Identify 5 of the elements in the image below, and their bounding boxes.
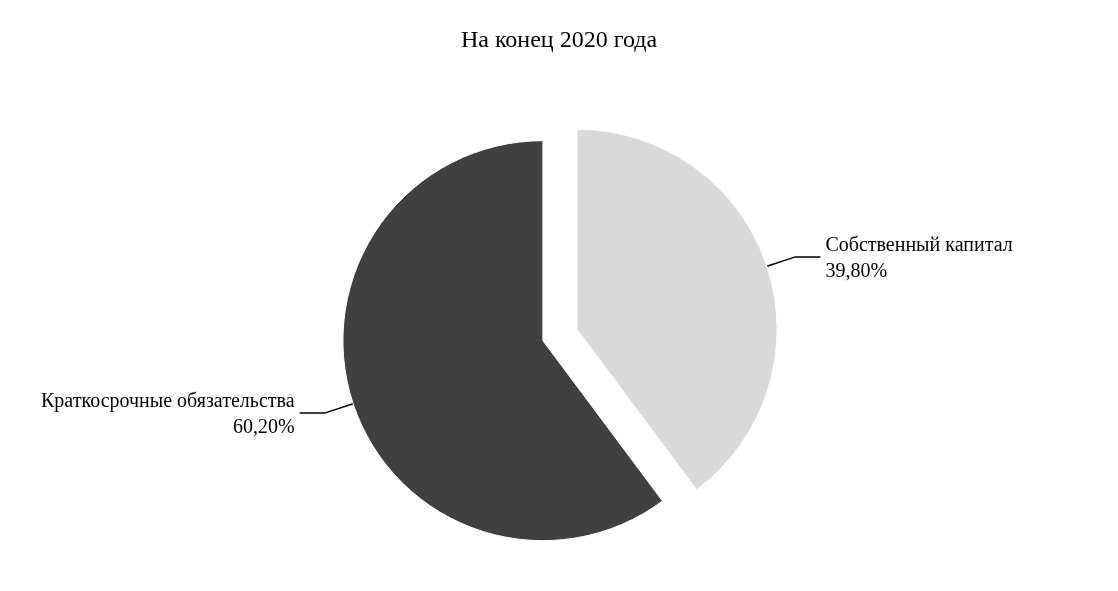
slice-label: Собственный капитал: [825, 232, 1013, 255]
data-label: 39,80%: [825, 258, 888, 281]
chart-title: На конец 2020 года: [460, 26, 658, 52]
data-label: 60,20%: [232, 415, 295, 438]
slice-label: Краткосрочные обязательства: [41, 389, 295, 413]
